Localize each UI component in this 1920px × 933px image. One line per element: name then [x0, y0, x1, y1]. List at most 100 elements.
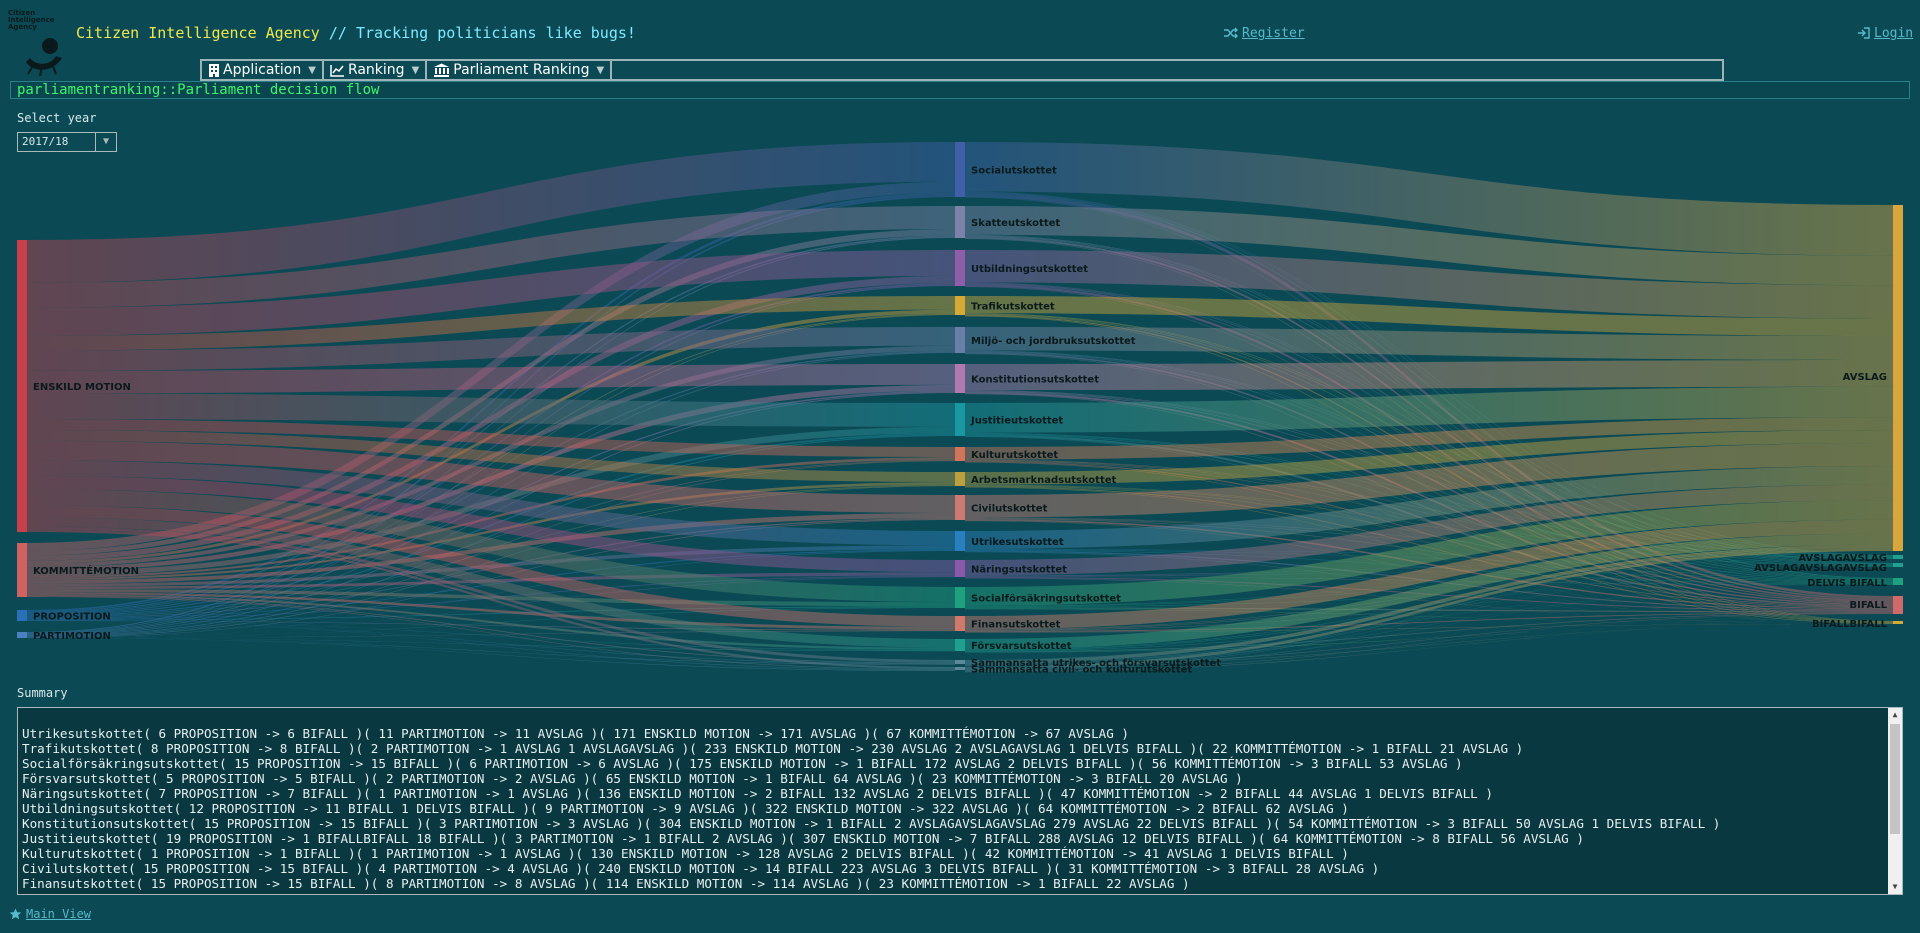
source-node-label: PROPOSITION	[33, 612, 111, 623]
source-node-label: KOMMITTÉMOTION	[33, 564, 139, 577]
chevron-down-icon: ▼	[411, 64, 420, 76]
sankey-link	[27, 517, 955, 648]
committee-node	[955, 587, 965, 608]
sankey-link	[27, 392, 955, 636]
site-name: Citizen Intelligence Agency	[76, 24, 320, 42]
committee-node-label: Konstitutionsutskottet	[971, 375, 1099, 386]
menu-ranking[interactable]: Ranking ▼	[324, 61, 428, 79]
committee-node-label: Sammansatta utrikes- och försvarsutskott…	[971, 658, 1221, 669]
summary-line: Trafikutskottet( 8 PROPOSITION -> 8 BIFA…	[22, 741, 1524, 756]
logo-text: Citizen Intelligence Agency	[8, 9, 55, 31]
login-label: Login	[1874, 26, 1914, 41]
summary-textarea[interactable]: Utrikesutskottet( 6 PROPOSITION -> 6 BIF…	[17, 707, 1903, 895]
year-select-value: 2017/18	[22, 135, 69, 148]
star-icon	[9, 908, 22, 920]
sankey-link	[27, 429, 955, 483]
outcome-node-label: BIFALLBIFALL	[1812, 619, 1888, 630]
sankey-link	[27, 576, 955, 638]
committee-node	[955, 560, 965, 577]
slogan: // Tracking politicians like bugs!	[319, 24, 636, 42]
sankey-link	[965, 327, 1893, 361]
sankey-links	[27, 142, 1893, 673]
menu-application[interactable]: Application ▼	[202, 61, 324, 79]
sankey-link	[965, 518, 1893, 567]
sankey-link	[27, 419, 955, 458]
year-select-label: Select year	[17, 111, 97, 125]
sankey-link	[965, 314, 1893, 581]
sankey-link	[965, 567, 1893, 665]
footer: Main View	[9, 907, 91, 921]
summary-line: Konstitutionsutskottet( 15 PROPOSITION -…	[22, 816, 1721, 831]
sankey-nodes	[17, 142, 1903, 670]
sankey-link	[27, 630, 955, 638]
sankey-link	[27, 596, 955, 670]
line-chart-icon	[330, 64, 344, 77]
summary-line: Socialförsäkringsutskottet( 15 PROPOSITI…	[22, 756, 1463, 771]
logo[interactable]: Citizen Intelligence Agency	[8, 9, 68, 76]
building-icon	[209, 63, 219, 77]
outcome-node-label: AVSLAGAVSLAG	[1798, 553, 1887, 564]
summary-lines: Utrikesutskottet( 6 PROPOSITION -> 6 BIF…	[22, 726, 1882, 891]
sankey-link	[965, 142, 1893, 256]
chevron-down-icon[interactable]: ▼	[95, 133, 116, 151]
sankey-link	[965, 417, 1893, 460]
committee-node-label: Socialförsäkringsutskottet	[971, 594, 1121, 605]
sankey-link	[27, 364, 955, 394]
committee-node	[955, 531, 965, 551]
sankey-labels: ENSKILD MOTION KOMMITTÉMOTION PROPOSITION P…	[33, 166, 1888, 676]
sankey-link	[965, 484, 1893, 576]
scroll-down-icon[interactable]: ▼	[1892, 882, 1898, 891]
committee-node	[955, 206, 965, 238]
sankey-link	[965, 612, 1893, 632]
sankey-link	[27, 296, 955, 351]
register-link[interactable]: Register	[1224, 26, 1305, 41]
sankey-link	[965, 430, 1893, 485]
sankey-link	[27, 235, 955, 613]
sankey-link	[965, 567, 1893, 631]
sankey-link	[27, 250, 955, 336]
sankey-link	[27, 142, 955, 283]
main-menu-bar: Application ▼ Ranking ▼ Parliament Ranki…	[200, 59, 1724, 81]
source-node	[17, 543, 27, 597]
outcome-node	[1893, 555, 1903, 559]
committee-node	[955, 639, 965, 651]
sankey-link	[27, 529, 955, 670]
scroll-thumb[interactable]	[1890, 724, 1900, 834]
sankey-link	[965, 608, 1893, 624]
committee-node-label: Justitieutskottet	[970, 416, 1063, 427]
sankey-link	[27, 457, 955, 579]
year-select[interactable]: 2017/18 ▼	[17, 132, 117, 152]
sankey-link	[27, 482, 955, 581]
committee-node-label: Utrikesutskottet	[971, 537, 1064, 548]
committee-node	[955, 667, 965, 670]
summary-line: Justitieutskottet( 19 PROPOSITION -> 1 B…	[22, 831, 1584, 846]
sankey-link	[965, 296, 1893, 337]
sankey-link	[965, 577, 1893, 624]
main-view-link[interactable]: Main View	[26, 907, 92, 921]
login-link[interactable]: Login	[1857, 26, 1913, 41]
sankey-link	[27, 592, 955, 630]
sankey-link	[27, 620, 955, 631]
sankey-link	[27, 621, 955, 651]
sankey-link	[965, 443, 1893, 518]
chevron-down-icon: ▼	[596, 64, 605, 76]
sankey-link	[965, 238, 1893, 622]
sankey-link	[965, 613, 1893, 653]
sankey-link	[965, 386, 1893, 433]
summary-scrollbar[interactable]: ▲ ▼	[1888, 708, 1902, 894]
sankey-link	[965, 624, 1893, 673]
committee-node	[955, 403, 965, 436]
sankey-link	[27, 621, 955, 665]
committee-node-label: Försvarsutskottet	[971, 641, 1072, 652]
menu-parliament-ranking[interactable]: Parliament Ranking ▼	[427, 61, 613, 79]
committee-node-label: Trafikutskottet	[971, 302, 1055, 313]
outcome-node	[1893, 205, 1903, 551]
committee-node	[955, 296, 965, 315]
committee-node	[955, 495, 965, 520]
source-node-label: ENSKILD MOTION	[33, 382, 131, 393]
sankey-link	[965, 351, 1893, 582]
page-title-panel: parliamentranking::Parliament decision f…	[10, 81, 1910, 99]
committee-node-label: Utbildningsutskottet	[971, 264, 1088, 275]
committee-node	[955, 142, 965, 197]
scroll-up-icon[interactable]: ▲	[1892, 710, 1898, 719]
